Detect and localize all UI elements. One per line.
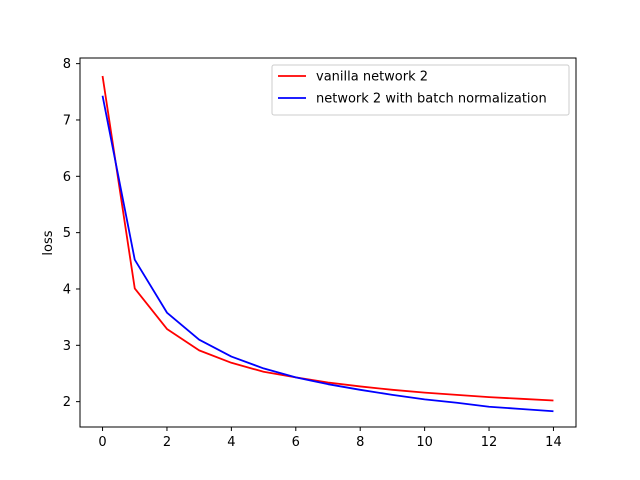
legend-label-2: network 2 with batch normalization <box>316 92 547 107</box>
y-axis-label: loss <box>41 230 56 255</box>
x-tick-label: 2 <box>163 435 171 450</box>
series-line-2 <box>101 95 554 413</box>
x-axis-ticks: 0 2 4 6 8 10 12 14 <box>98 427 562 450</box>
legend-box <box>271 64 570 116</box>
y-tick-label: 3 <box>63 339 71 354</box>
x-tick-label: 12 <box>481 435 498 450</box>
x-tick-label: 8 <box>356 435 364 450</box>
x-tick-label: 14 <box>545 435 562 450</box>
plot-frame <box>79 57 577 428</box>
plot-background <box>80 58 576 427</box>
legend: vanilla network 2 network 2 with batch no… <box>271 64 570 116</box>
series-line-1 <box>101 75 554 402</box>
x-tick-label: 6 <box>292 435 300 450</box>
y-tick-label: 2 <box>63 395 71 410</box>
y-tick-label: 6 <box>63 170 71 185</box>
legend-label-1: vanilla network 2 <box>316 70 428 85</box>
y-tick-label: 4 <box>63 282 71 297</box>
series-layer <box>101 75 554 413</box>
x-tick-label: 0 <box>98 435 106 450</box>
y-tick-label: 7 <box>63 113 71 128</box>
x-tick-label: 4 <box>227 435 235 450</box>
y-tick-label: 5 <box>63 226 71 241</box>
y-axis-ticks: 2 3 4 5 6 7 8 <box>63 57 80 410</box>
y-tick-label: 8 <box>63 57 71 72</box>
x-tick-label: 10 <box>416 435 433 450</box>
